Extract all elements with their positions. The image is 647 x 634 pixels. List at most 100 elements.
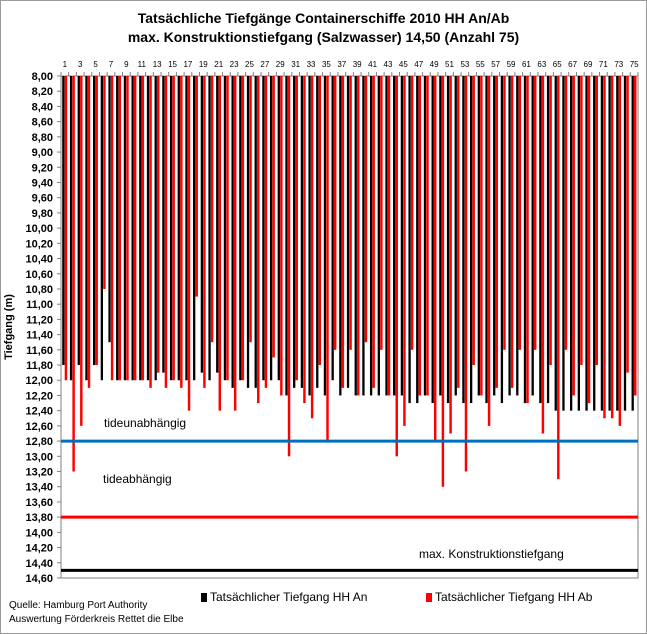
bar-an: [577, 76, 580, 411]
bar-ab: [249, 76, 252, 343]
bar-an: [185, 76, 188, 381]
y-tick-label: 8,80: [32, 132, 53, 144]
x-tick-label: 43: [384, 60, 393, 69]
bar-an: [154, 76, 157, 381]
bar-ab: [141, 76, 145, 381]
bar-ab: [572, 76, 575, 396]
bar-an: [477, 76, 480, 396]
x-tick-label: 9: [124, 60, 129, 69]
bar-an: [446, 76, 450, 404]
chart-subtitle: max. Konstruktionstiefgang (Salzwasser) …: [127, 29, 520, 45]
bar-ab: [634, 76, 637, 396]
x-tick-label: 19: [199, 60, 208, 69]
bar-ab: [564, 76, 568, 350]
bar-ab: [341, 76, 345, 388]
bar-ab: [395, 76, 398, 457]
bar-an: [246, 76, 250, 388]
bar-ab: [533, 76, 537, 350]
bar-ab: [118, 76, 122, 381]
bar-ab: [441, 76, 445, 487]
source-line-2: Auswertung Förderkreis Rettet die Elbe: [9, 614, 184, 625]
bar-an: [62, 76, 65, 366]
y-tick-label: 12,60: [25, 421, 53, 433]
bar-ab: [510, 76, 514, 388]
bar-an: [254, 76, 257, 388]
bar-ab: [380, 76, 383, 350]
bar-ab: [549, 76, 552, 366]
y-tick-label: 9,60: [32, 193, 53, 205]
bar-ab: [418, 76, 422, 396]
legend-swatch-ab: [426, 593, 432, 602]
bar-ab: [133, 76, 137, 381]
x-tick-label: 7: [109, 60, 114, 69]
bar-ab: [233, 76, 237, 411]
x-tick-label: 37: [337, 60, 346, 69]
y-tick-label: 13,80: [25, 512, 53, 524]
y-tick-label: 9,20: [32, 162, 53, 174]
y-tick-label: 14,00: [25, 527, 53, 539]
bar-an: [300, 76, 304, 388]
bar-an: [93, 76, 96, 366]
y-tick-label: 10,60: [25, 269, 53, 281]
bar-ab: [318, 76, 322, 366]
bar-an: [539, 76, 542, 404]
bar-an: [85, 76, 88, 381]
bar-ab: [618, 76, 622, 426]
bar-ab: [80, 76, 83, 426]
y-tick-label: 11,40: [26, 330, 53, 342]
legend-item-an: Tatsächlicher Tiefgang HH An: [201, 590, 367, 604]
bar-ab: [364, 76, 368, 343]
y-tick-label: 13,20: [25, 467, 53, 479]
label-tideunabhaengig: tideunabhängig: [104, 416, 186, 430]
y-axis-title: Tiefgang (m): [3, 294, 15, 360]
bar-ab: [310, 76, 314, 419]
bar-ab: [126, 76, 129, 381]
y-tick-label: 12,00: [25, 375, 53, 387]
bar-ab: [226, 76, 229, 381]
bar-an: [593, 76, 596, 411]
bar-an: [516, 76, 519, 396]
bar-an: [569, 76, 573, 411]
bar-an: [423, 76, 427, 396]
bar-an: [139, 76, 142, 381]
bar-an: [369, 76, 373, 396]
bar-ab: [326, 76, 329, 442]
bar-ab: [241, 76, 245, 381]
bar-ab: [218, 76, 222, 411]
x-tick-label: 11: [138, 60, 147, 69]
bar-an: [608, 76, 611, 411]
bar-an: [508, 76, 511, 396]
legend-label-ab: Tatsächlicher Tiefgang HH Ab: [435, 590, 593, 604]
bar-an: [354, 76, 357, 396]
x-tick-label: 41: [368, 60, 377, 69]
bar-an: [554, 76, 557, 411]
bar-ab: [180, 76, 183, 388]
bar-an: [200, 76, 204, 373]
bar-ab: [72, 76, 75, 472]
bar-an: [500, 76, 504, 404]
bar-an: [600, 76, 604, 411]
bar-ab: [103, 76, 106, 289]
bar-ab: [449, 76, 452, 434]
y-tick-label: 12,40: [25, 406, 53, 418]
bar-an: [146, 76, 150, 381]
bar-ab: [480, 76, 483, 396]
y-tick-label: 8,40: [32, 101, 53, 113]
bar-ab: [587, 76, 591, 404]
bar-ab: [172, 76, 175, 381]
bar-ab: [495, 76, 498, 388]
bar-ab: [357, 76, 360, 396]
x-tick-label: 1: [63, 60, 68, 69]
bar-an: [116, 76, 119, 381]
x-tick-label: 53: [460, 60, 469, 69]
y-tick-label: 10,20: [25, 238, 53, 250]
y-tick-label: 8,20: [32, 86, 53, 98]
bar-ab: [149, 76, 152, 388]
y-tick-label: 13,40: [25, 482, 53, 494]
x-tick-label: 63: [537, 60, 546, 69]
bar-an: [77, 76, 80, 366]
x-tick-label: 17: [183, 60, 192, 69]
bar-ab: [487, 76, 491, 426]
bar-ab: [157, 76, 160, 373]
